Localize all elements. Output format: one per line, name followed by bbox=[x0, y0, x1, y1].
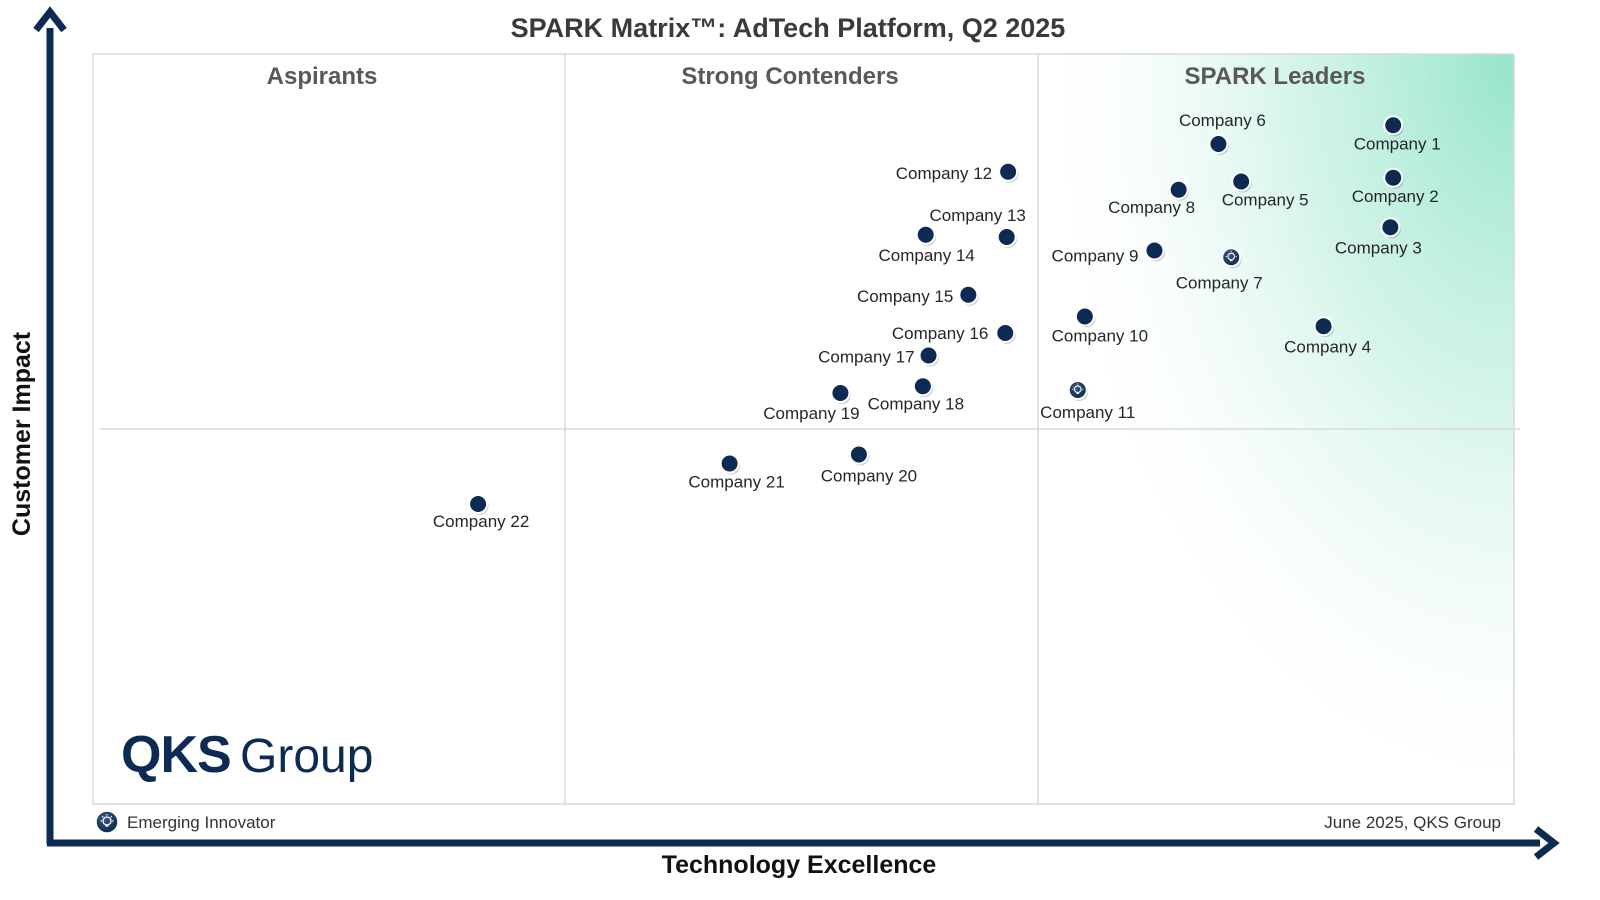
company-point-6: Company 6 bbox=[1179, 111, 1266, 155]
emerging-innovator-marker bbox=[1067, 380, 1088, 400]
logo-text-group: Group bbox=[240, 730, 373, 783]
company-marker bbox=[915, 224, 936, 245]
company-marker bbox=[1074, 306, 1095, 327]
company-label: Company 21 bbox=[688, 473, 784, 492]
emerging-innovator-marker bbox=[1221, 247, 1242, 268]
y-axis bbox=[33, 6, 67, 844]
points-layer: Company 1 Company 2 Company 3 Company 4 Comp… bbox=[433, 111, 1441, 531]
x-axis bbox=[47, 826, 1560, 860]
company-point-4: Company 4 bbox=[1284, 316, 1371, 356]
company-label: Company 6 bbox=[1179, 111, 1266, 130]
company-label: Company 18 bbox=[868, 394, 964, 413]
company-point-2: Company 2 bbox=[1352, 167, 1439, 206]
qks-group-logo: QKS Group bbox=[121, 726, 373, 784]
company-label: Company 15 bbox=[857, 287, 953, 306]
company-label: Company 8 bbox=[1108, 198, 1195, 217]
company-marker bbox=[830, 383, 851, 403]
company-label: Company 17 bbox=[818, 348, 914, 367]
company-label: Company 13 bbox=[930, 206, 1026, 225]
company-label: Company 14 bbox=[879, 246, 975, 265]
company-marker bbox=[1383, 115, 1404, 136]
company-point-22: Company 22 bbox=[433, 494, 529, 531]
company-point-15: Company 15 bbox=[857, 284, 979, 306]
company-label: Company 16 bbox=[892, 324, 988, 343]
company-label: Company 20 bbox=[821, 467, 917, 486]
company-label: Company 22 bbox=[433, 512, 529, 531]
x-axis-label: Technology Excellence bbox=[662, 851, 937, 879]
company-label: Company 9 bbox=[1052, 247, 1139, 266]
company-label: Company 11 bbox=[1040, 403, 1135, 422]
company-point-8: Company 8 bbox=[1108, 179, 1195, 217]
company-marker bbox=[918, 345, 939, 366]
company-marker bbox=[1380, 217, 1401, 238]
company-label: Company 19 bbox=[763, 404, 859, 423]
company-label: Company 5 bbox=[1222, 191, 1309, 210]
company-label: Company 12 bbox=[896, 164, 992, 183]
company-point-5: Company 5 bbox=[1222, 171, 1309, 210]
company-label: Company 7 bbox=[1176, 273, 1263, 292]
chart-title: SPARK Matrix™: AdTech Platform, Q2 2025 bbox=[511, 13, 1066, 43]
company-label: Company 10 bbox=[1052, 327, 1148, 346]
company-marker bbox=[912, 376, 933, 397]
company-label: Company 1 bbox=[1354, 134, 1441, 153]
quadrant-label-aspirants: Aspirants bbox=[267, 63, 378, 90]
logo-text-qks: QKS bbox=[121, 726, 231, 784]
company-marker bbox=[848, 444, 869, 465]
lightbulb-icon bbox=[1072, 383, 1084, 394]
company-marker bbox=[719, 453, 740, 474]
company-label: Company 3 bbox=[1335, 238, 1422, 257]
company-point-11: Company 11 bbox=[1040, 380, 1135, 422]
company-marker bbox=[995, 323, 1016, 343]
quadrant-label-spark-leaders: SPARK Leaders bbox=[1185, 63, 1366, 90]
emerging-innovator-icon bbox=[95, 810, 119, 834]
company-marker bbox=[1144, 240, 1165, 261]
company-marker bbox=[998, 161, 1019, 182]
company-point-3: Company 3 bbox=[1335, 217, 1422, 257]
company-marker bbox=[996, 227, 1017, 247]
company-point-20: Company 20 bbox=[821, 444, 917, 486]
company-marker bbox=[1313, 316, 1334, 337]
company-point-7: Company 7 bbox=[1176, 247, 1263, 292]
company-marker bbox=[468, 494, 489, 514]
legend-label: Emerging Innovator bbox=[127, 813, 276, 832]
company-point-16: Company 16 bbox=[892, 323, 1016, 344]
company-point-17: Company 17 bbox=[818, 345, 940, 367]
company-point-18: Company 18 bbox=[868, 376, 964, 413]
company-point-12: Company 12 bbox=[896, 161, 1019, 183]
company-marker bbox=[1168, 179, 1189, 200]
legend: Emerging Innovator bbox=[95, 810, 276, 834]
company-marker bbox=[1383, 167, 1404, 188]
company-label: Company 4 bbox=[1284, 337, 1371, 356]
quadrant-label-strong-contenders: Strong Contenders bbox=[681, 63, 898, 90]
company-marker bbox=[958, 284, 979, 305]
company-label: Company 2 bbox=[1352, 187, 1439, 206]
y-axis-label: Customer Impact bbox=[8, 331, 36, 536]
lightbulb-icon bbox=[1225, 250, 1237, 262]
company-marker bbox=[1231, 171, 1252, 192]
company-point-9: Company 9 bbox=[1052, 240, 1165, 266]
company-point-14: Company 14 bbox=[879, 224, 975, 265]
company-point-10: Company 10 bbox=[1052, 306, 1148, 346]
company-point-19: Company 19 bbox=[763, 383, 860, 423]
company-point-21: Company 21 bbox=[688, 453, 785, 492]
footer-date: June 2025, QKS Group bbox=[1324, 813, 1501, 832]
company-point-13: Company 13 bbox=[930, 206, 1026, 248]
company-point-1: Company 1 bbox=[1354, 115, 1441, 153]
company-marker bbox=[1208, 134, 1229, 154]
